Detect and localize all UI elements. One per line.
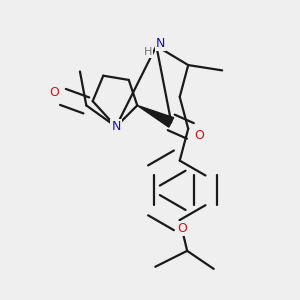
Polygon shape — [137, 105, 174, 127]
Text: O: O — [50, 86, 59, 99]
Text: H: H — [144, 47, 152, 57]
Text: N: N — [156, 37, 165, 50]
Text: O: O — [177, 222, 187, 235]
Text: O: O — [194, 129, 204, 142]
Text: N: N — [111, 120, 121, 133]
